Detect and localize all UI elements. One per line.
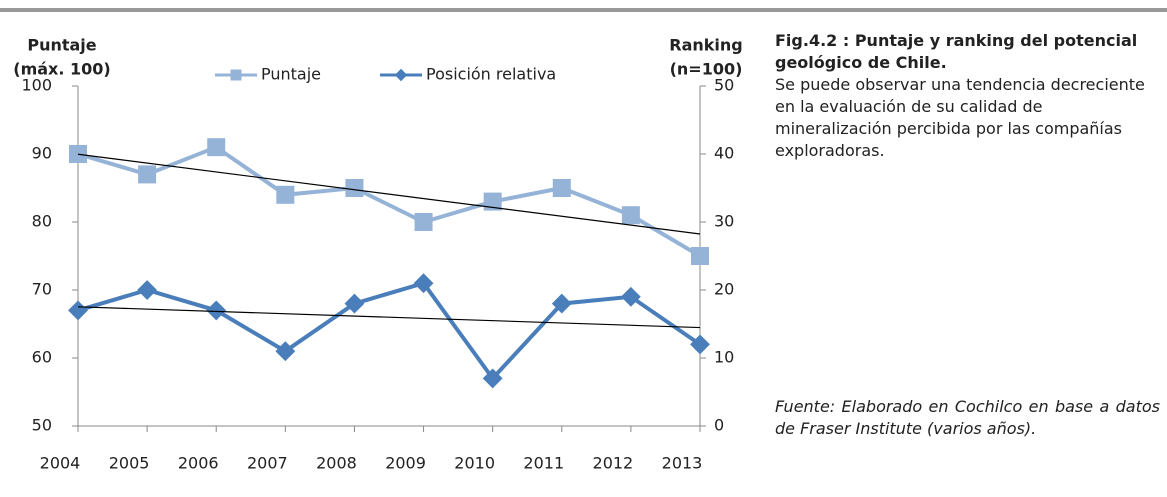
x-tick-label: 2006 — [178, 454, 219, 473]
point — [207, 138, 226, 157]
point — [394, 68, 408, 82]
y-tick-label: 90 — [32, 144, 52, 163]
y2-axis-label: (n=100) — [670, 60, 743, 79]
x-tick-label: 2011 — [523, 454, 564, 473]
y-tick-label: 100 — [21, 76, 52, 95]
point — [68, 300, 88, 321]
point — [230, 69, 242, 81]
point — [275, 341, 296, 362]
y2-tick-label: 50 — [714, 76, 734, 95]
point — [551, 293, 572, 314]
point — [137, 280, 158, 300]
y2-tick-label: 10 — [714, 348, 734, 367]
point — [344, 293, 365, 314]
point — [276, 185, 295, 204]
y-axis-label: Puntaje — [27, 36, 96, 55]
caption: Fig.4.2 : Puntaje y ranking del potencia… — [775, 30, 1160, 162]
y2-tick-label: 30 — [714, 212, 734, 231]
point — [482, 368, 503, 389]
point — [620, 286, 641, 307]
y-tick-label: 60 — [32, 348, 52, 367]
series-line — [77, 280, 702, 382]
legend-label: Puntaje — [261, 65, 321, 84]
point — [345, 179, 364, 197]
x-tick-label: 2008 — [316, 454, 357, 473]
trend-line — [77, 153, 701, 235]
x-tick-label: 2007 — [247, 454, 288, 473]
source: Fuente: Elaborado en Cochilco en base a … — [775, 397, 1160, 438]
y-tick-label: 80 — [32, 212, 52, 231]
point — [69, 145, 87, 163]
legend-label: Posición relativa — [426, 65, 556, 84]
x-tick-label: 2009 — [385, 454, 426, 473]
y2-tick-label: 0 — [714, 416, 724, 435]
y-tick-label: 70 — [32, 280, 52, 299]
point — [483, 192, 502, 211]
y2-tick-label: 20 — [714, 280, 734, 299]
caption-title: Fig.4.2 : Puntaje y ranking del potencia… — [775, 31, 1138, 72]
trend-line — [77, 306, 701, 329]
x-tick-label: 2010 — [454, 454, 495, 473]
point — [206, 300, 227, 321]
point — [690, 334, 710, 355]
y2-axis-label: Ranking — [669, 36, 742, 55]
point — [691, 247, 709, 265]
point — [414, 213, 433, 231]
point — [138, 165, 157, 184]
point — [621, 206, 640, 225]
point — [552, 179, 571, 197]
series-line — [77, 144, 702, 258]
x-tick-label: 2004 — [40, 454, 81, 473]
caption-text: Se puede observar una tendencia decrecie… — [775, 75, 1145, 160]
x-tick-label: 2012 — [593, 454, 634, 473]
y2-tick-label: 40 — [714, 144, 734, 163]
x-tick-label: 2013 — [662, 454, 703, 473]
x-tick-label: 2005 — [109, 454, 150, 473]
point — [413, 273, 434, 294]
top-rule — [0, 8, 1167, 12]
y-tick-label: 50 — [32, 416, 52, 435]
y-axis-label: (máx. 100) — [13, 60, 110, 79]
